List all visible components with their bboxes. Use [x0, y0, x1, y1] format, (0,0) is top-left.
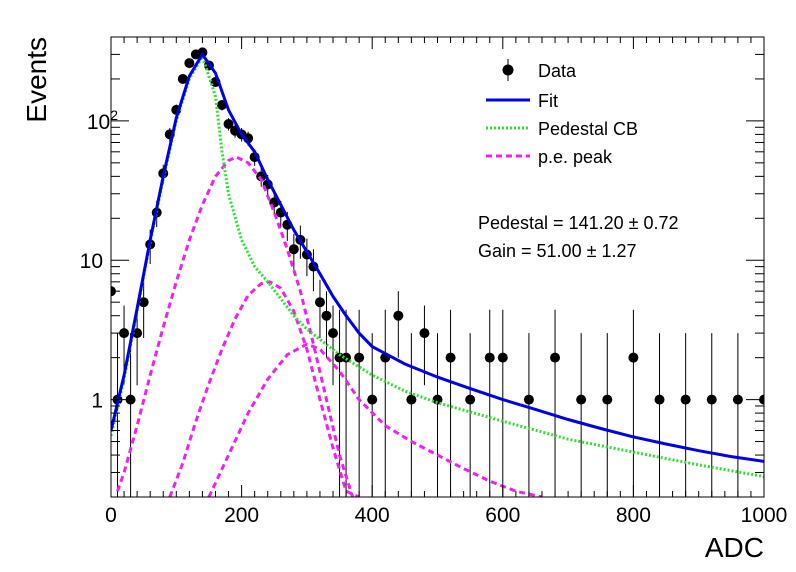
data-marker: [654, 394, 665, 405]
data-point: [184, 58, 195, 69]
data-point: [497, 309, 508, 497]
data-marker: [628, 352, 639, 363]
data-point: [602, 333, 613, 497]
data-point: [354, 309, 365, 497]
data-point: [732, 333, 743, 497]
data-point: [706, 333, 717, 497]
legend-item: Pedestal CB: [486, 119, 638, 139]
fit-curve: [111, 51, 764, 463]
data-point: [445, 309, 456, 497]
data-point: [223, 118, 234, 131]
x-tick-label: 200: [224, 504, 259, 527]
data-point: [288, 233, 299, 270]
data-marker: [680, 394, 691, 405]
legend-item: Fit: [486, 91, 558, 111]
data-marker: [576, 394, 587, 405]
data-marker: [393, 310, 404, 321]
legend-label: Fit: [538, 91, 558, 111]
plot-area: [111, 47, 764, 497]
y-tick-label: 1: [91, 390, 103, 413]
data-point: [576, 333, 587, 497]
legend-label: p.e. peak: [538, 147, 613, 167]
curves-layer: [111, 47, 764, 497]
x-tick-label: 600: [485, 504, 520, 527]
data-point: [523, 333, 534, 497]
data-point: [393, 291, 404, 358]
legend-label: Data: [538, 61, 577, 81]
data-marker: [321, 310, 332, 321]
data-marker: [288, 244, 299, 255]
pe-peak-3-curve: [207, 342, 543, 497]
pedestal-annotation: Pedestal = 141.20 ± 0.72: [478, 213, 679, 233]
data-marker: [125, 394, 136, 405]
data-marker: [119, 328, 130, 339]
data-marker: [184, 58, 195, 69]
data-marker: [132, 328, 143, 339]
data-marker: [706, 394, 717, 405]
data-marker: [341, 352, 352, 363]
data-point: [654, 333, 665, 497]
x-axis-title: ADC: [705, 532, 764, 563]
data-marker: [550, 352, 561, 363]
data-marker: [328, 328, 339, 339]
data-marker: [406, 394, 417, 405]
data-series: [111, 47, 764, 497]
data-point: [314, 279, 325, 339]
x-tick-label: 800: [616, 504, 651, 527]
data-point: [321, 291, 332, 358]
data-marker: [314, 297, 325, 308]
data-marker: [177, 73, 188, 84]
data-marker: [419, 328, 430, 339]
y-tick-label: 102: [87, 107, 118, 134]
legend-label: Pedestal CB: [538, 119, 638, 139]
legend-item: Data: [502, 59, 577, 81]
data-marker: [732, 394, 743, 405]
data-marker: [497, 352, 508, 363]
data-marker: [523, 394, 534, 405]
y-axis-title: Events: [21, 37, 52, 123]
x-tick-label: 1000: [741, 504, 788, 527]
data-point: [177, 73, 188, 84]
data-marker: [602, 394, 613, 405]
data-marker: [223, 119, 234, 130]
axes: 0 200 400 600 800 1000 1 10 102: [80, 36, 788, 527]
data-marker: [367, 394, 378, 405]
x-tick-label: 400: [355, 504, 390, 527]
legend: Data Fit Pedestal CB p.e. peak: [486, 59, 638, 167]
pe-peak-2-curve: [168, 280, 360, 497]
data-point: [328, 305, 339, 386]
y-tick-label: 10: [80, 250, 103, 273]
gain-annotation: Gain = 51.00 ± 1.27: [478, 241, 637, 261]
x-tick-label: 0: [105, 504, 117, 527]
data-point: [406, 333, 417, 497]
data-point: [132, 305, 143, 386]
data-marker: [484, 352, 495, 363]
data-point: [628, 309, 639, 497]
data-marker: [138, 297, 149, 308]
data-marker: [354, 352, 365, 363]
pe-peak-1-curve: [116, 155, 355, 497]
data-marker: [445, 352, 456, 363]
legend-item: p.e. peak: [486, 147, 613, 167]
data-point: [465, 333, 476, 497]
data-point: [367, 333, 378, 497]
data-point: [550, 309, 561, 497]
data-point: [680, 333, 691, 497]
legend-data-marker: [502, 64, 514, 76]
data-point: [138, 279, 149, 339]
data-point: [484, 309, 495, 497]
data-marker: [465, 394, 476, 405]
